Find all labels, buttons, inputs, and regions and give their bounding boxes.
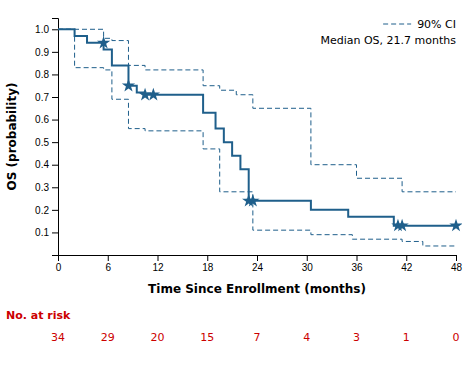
- censor-mark: [395, 219, 408, 232]
- censor-mark: [246, 194, 259, 207]
- censor-mark: [147, 88, 160, 101]
- tick-mark: [52, 142, 58, 143]
- tick: 1.0: [35, 24, 58, 35]
- tick-mark: [52, 165, 58, 166]
- tick-mark: [52, 232, 58, 233]
- x-axis: 0 6 12 18 24 30 36 42 48: [56, 255, 463, 273]
- tick: 42: [401, 255, 413, 273]
- ci-line: [58, 29, 456, 192]
- tick-mark: [52, 52, 58, 53]
- tick-mark: [52, 120, 58, 121]
- tick: 30: [302, 255, 314, 273]
- tick-mark: [207, 255, 208, 261]
- marks: [58, 29, 462, 246]
- tick: 0.4: [35, 159, 58, 170]
- tick-label: 1.0: [35, 24, 49, 35]
- tick-label: 0.5: [35, 137, 49, 148]
- at-risk-value: 7: [254, 331, 261, 344]
- at-risk-value: 29: [101, 331, 115, 344]
- plot: 0 6 12 18 24 30 36 42 48 0.1 0.2 0.3 0.4 0.5 0.6 0.7 0.8…: [5, 18, 463, 296]
- tick-mark: [406, 255, 407, 261]
- tick-label: 18: [202, 262, 214, 273]
- at-risk-value: 4: [303, 331, 310, 344]
- axis-line: [59, 256, 457, 262]
- tick-mark: [52, 29, 58, 30]
- at-risk-value: 0: [453, 331, 460, 344]
- chart: 06121824303642480.10.20.30.40.50.60.70.8…: [0, 0, 474, 380]
- tick-label: 48: [451, 262, 463, 273]
- tick-label: 0.7: [35, 92, 49, 103]
- tick: 0.6: [35, 114, 58, 125]
- tick: 0.8: [35, 69, 58, 80]
- tick-mark: [257, 255, 258, 261]
- tick-label: 30: [302, 262, 314, 273]
- tick-label: 0.2: [35, 205, 49, 216]
- tick-mark: [456, 255, 457, 261]
- at-risk-value: 20: [151, 331, 165, 344]
- tick-label: 12: [152, 262, 164, 273]
- tick-label: 0.1: [35, 227, 49, 238]
- tick-mark: [158, 255, 159, 261]
- tick-label: 0.9: [35, 47, 49, 58]
- at-risk-table: No. at risk 34 29 20 15 7 4 3 1 0: [6, 309, 460, 344]
- axis-line: [52, 19, 59, 256]
- legend-label: 90% CI: [417, 18, 456, 31]
- tick: 12: [152, 255, 164, 273]
- tick-mark: [108, 255, 109, 261]
- at-risk-label: No. at risk: [6, 309, 71, 322]
- tick-label: 0.3: [35, 182, 49, 193]
- tick: 6: [105, 255, 111, 273]
- tick: 0.9: [35, 47, 58, 58]
- tick-mark: [52, 187, 58, 188]
- tick: 0.5: [35, 137, 58, 148]
- legend-swatch: [383, 24, 411, 25]
- tick-mark: [357, 255, 358, 261]
- tick-label: 6: [105, 262, 111, 273]
- at-risk-value: 1: [403, 331, 410, 344]
- y-axis: 0.1 0.2 0.3 0.4 0.5 0.6 0.7 0.8 0.9 1.0: [35, 19, 58, 256]
- at-risk-value: 3: [353, 331, 360, 344]
- ci-line: [58, 29, 456, 246]
- tick: 0: [56, 255, 62, 273]
- tick: 0.3: [35, 182, 58, 193]
- tick-label: 0: [56, 262, 62, 273]
- tick-mark: [307, 255, 308, 261]
- tick: 48: [451, 255, 463, 273]
- tick-label: 24: [252, 262, 264, 273]
- tick-mark: [52, 97, 58, 98]
- tick: 24: [252, 255, 264, 273]
- tick-label: 0.4: [35, 159, 49, 170]
- y-axis-title: OS (probability): [5, 83, 19, 191]
- at-risk-value: 15: [200, 331, 214, 344]
- tick: 0.7: [35, 92, 58, 103]
- tick-label: 0.8: [35, 69, 49, 80]
- tick-label: 42: [401, 262, 413, 273]
- tick-mark: [52, 74, 58, 75]
- tick-label: 36: [351, 262, 363, 273]
- tick: 18: [202, 255, 214, 273]
- tick-label: 0.6: [35, 114, 49, 125]
- legend-note: Median OS, 21.7 months: [320, 34, 456, 47]
- survival-line: [58, 29, 456, 225]
- censor-mark: [449, 219, 462, 232]
- legend: 90% CI Median OS, 21.7 months: [320, 18, 456, 47]
- censor-mark: [97, 36, 110, 49]
- tick: 0.2: [35, 205, 58, 216]
- tick: 0.1: [35, 227, 58, 238]
- censor-mark: [122, 79, 135, 92]
- x-axis-title: Time Since Enrollment (months): [148, 282, 366, 296]
- tick-mark: [52, 210, 58, 211]
- tick: 36: [351, 255, 363, 273]
- at-risk-value: 34: [51, 331, 65, 344]
